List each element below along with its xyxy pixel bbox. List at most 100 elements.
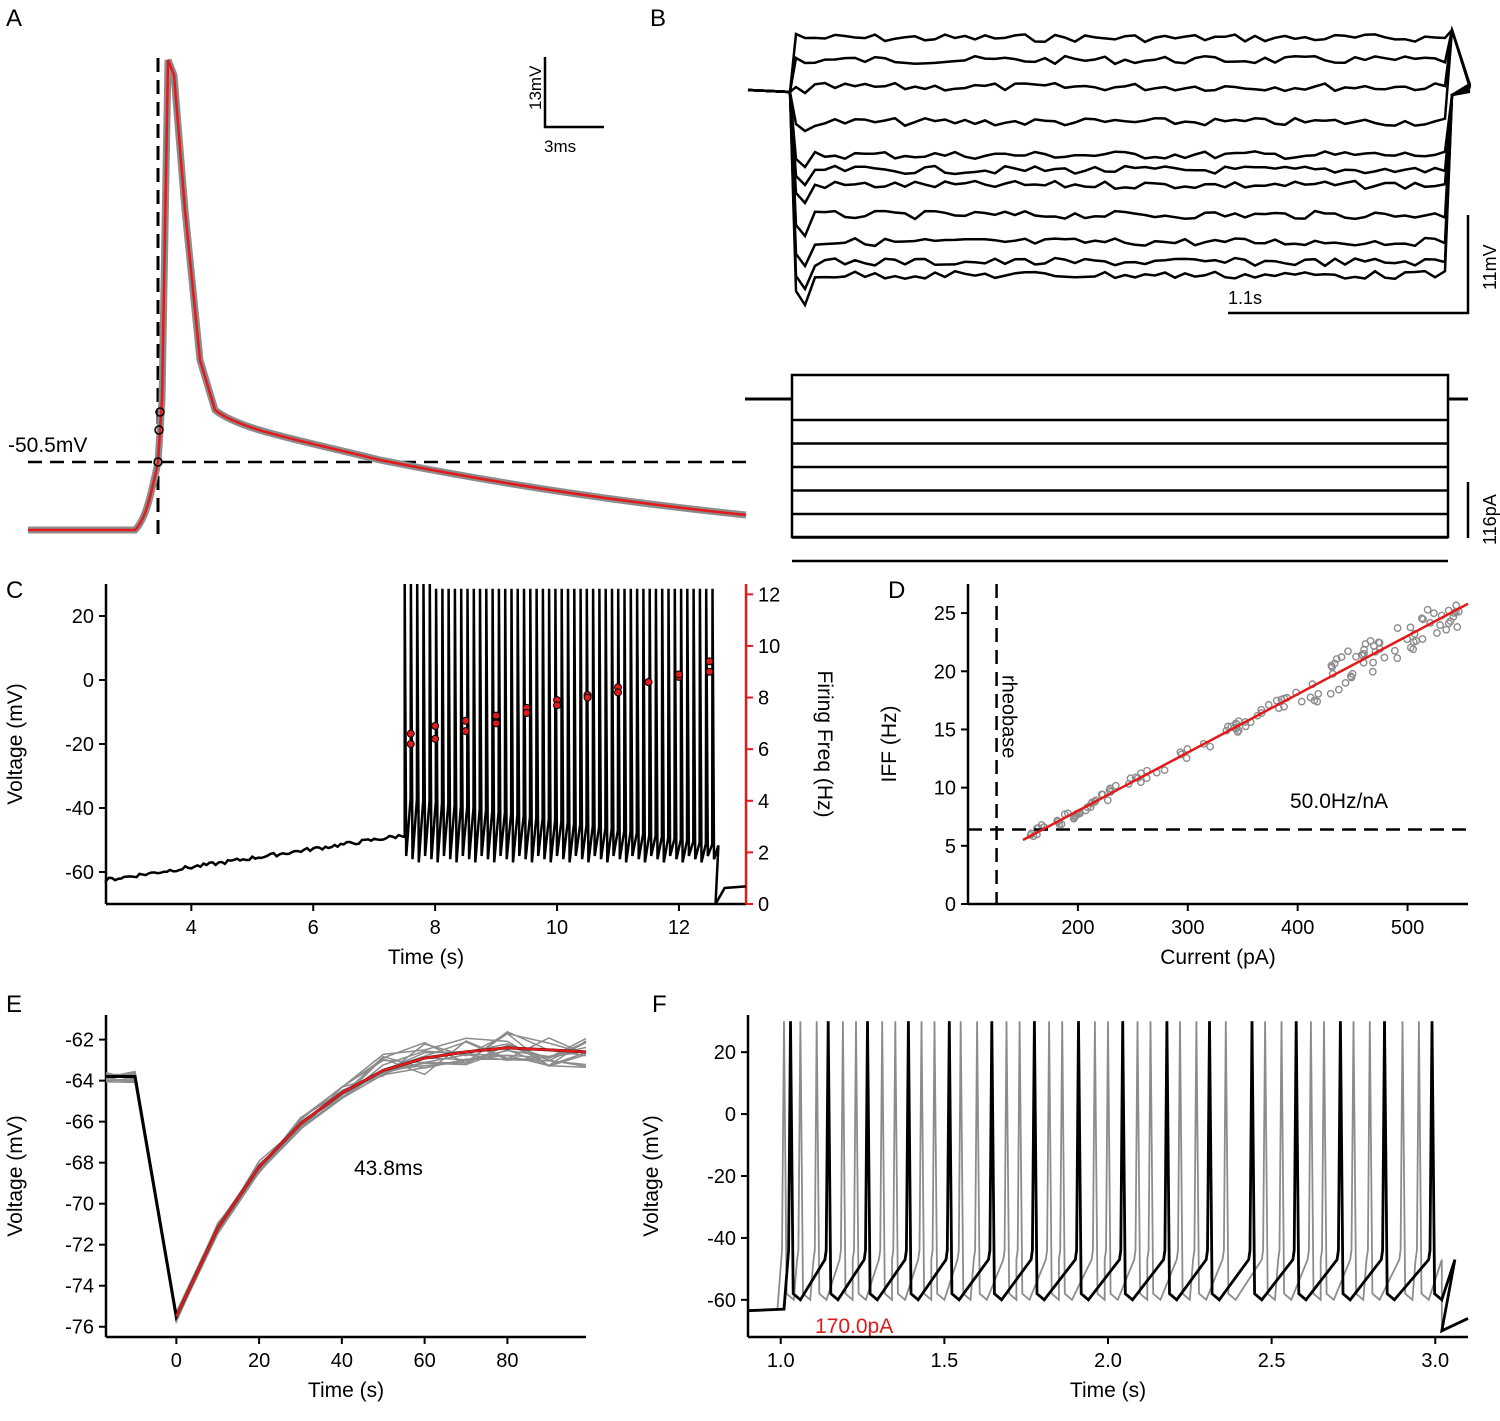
voltage-trace <box>747 86 1471 308</box>
frequency-point <box>705 657 714 666</box>
frequency-point <box>553 701 562 710</box>
exponential-fit <box>175 1046 587 1318</box>
panel-letter-f: F <box>652 991 667 1018</box>
repetition-trace <box>105 1032 587 1323</box>
y-tick-label: 20 <box>934 661 956 683</box>
x-tick-label: 200 <box>1061 917 1094 939</box>
voltage-trace <box>747 88 1471 239</box>
y-tick-label: -68 <box>65 1153 94 1175</box>
fit-label: 50.0Hz/nA <box>1290 790 1388 813</box>
frequency-point <box>522 709 531 718</box>
iff-point <box>1393 624 1402 632</box>
scalebar-b-voltage: 11mV <box>1480 244 1500 290</box>
voltage-trace <box>747 27 1472 94</box>
iff-point <box>1370 642 1378 650</box>
y-tick-label: 15 <box>934 719 956 741</box>
iff-point <box>1442 625 1451 634</box>
voltage-trace <box>747 29 1472 133</box>
iff-point <box>1313 697 1322 706</box>
rheobase-label: rheobase <box>998 675 1020 758</box>
frequency-point <box>674 670 683 679</box>
action-potential-trace <box>28 58 747 534</box>
right-tick-label: 0 <box>758 894 769 916</box>
panel-d: 200 300 400 500 0 5 10 15 20 25 Current (pA) IFF (H… <box>878 577 1469 969</box>
iff-point <box>1306 693 1315 702</box>
y-tick-label: 0 <box>725 1104 736 1126</box>
frequency-point <box>492 711 501 720</box>
x-tick-label: 80 <box>496 1350 518 1372</box>
right-tick-label: 4 <box>758 791 769 813</box>
threshold-label: -50.5mV <box>8 434 87 457</box>
iff-point <box>1453 623 1462 631</box>
iff-point <box>1433 629 1441 637</box>
y-tick-label: 0 <box>83 670 94 692</box>
y-axis-label: Voltage (mV) <box>4 1115 27 1236</box>
voltage-trace <box>747 88 1471 206</box>
iff-point <box>1199 739 1208 748</box>
y-tick-label: 0 <box>945 894 956 916</box>
repetition-trace <box>105 1040 587 1321</box>
repetition-trace <box>105 1030 587 1320</box>
x-tick-label: 1.5 <box>930 1350 958 1372</box>
iff-point <box>1368 667 1377 676</box>
panel-e: 0 20 40 60 80 -62 -64 -66 -68 -70 -72 -74 -76 Time (s… <box>4 991 587 1402</box>
y-tick-label: -72 <box>65 1235 94 1257</box>
iff-point <box>1160 766 1169 775</box>
repetition-trace <box>105 1037 587 1323</box>
iff-point <box>1087 799 1096 808</box>
iff-point <box>1429 609 1438 618</box>
frequency-point <box>461 727 470 736</box>
iff-point <box>1452 601 1461 610</box>
iff-point <box>1409 638 1418 646</box>
iff-point <box>1361 640 1370 648</box>
action-potential-fit <box>28 59 747 532</box>
gray-spike-train <box>747 1021 1469 1333</box>
frequency-point <box>583 693 592 702</box>
current-annotation: 170.0pA <box>815 1315 893 1338</box>
iff-point <box>1103 796 1112 805</box>
panel-letter: E <box>6 991 22 1018</box>
iff-point <box>1436 621 1445 629</box>
x-axis-label: Time (s) <box>388 946 464 969</box>
x-tick-label: 300 <box>1171 917 1204 939</box>
iff-point <box>1182 754 1191 763</box>
iff-point <box>1327 661 1336 670</box>
tau-label: 43.8ms <box>354 1157 423 1180</box>
scalebar-a-voltage: 13mV <box>526 65 545 110</box>
x-tick-label: 8 <box>430 917 441 939</box>
y-tick-label: -70 <box>65 1194 94 1216</box>
y-tick-label: -64 <box>65 1071 94 1093</box>
x-axis-label: Current (pA) <box>1160 946 1276 969</box>
frequency-point <box>644 678 653 687</box>
x-tick-label: 6 <box>308 917 319 939</box>
right-tick-label: 8 <box>758 688 769 710</box>
x-tick-label: 3.0 <box>1421 1350 1449 1372</box>
x-tick-label: 12 <box>668 917 690 939</box>
iff-point <box>1341 678 1350 687</box>
frequency-point <box>406 740 415 748</box>
iff-point <box>1272 696 1281 705</box>
iff-point <box>1344 647 1352 656</box>
repetition-trace <box>105 1032 587 1315</box>
y-tick-label: 25 <box>934 603 956 625</box>
voltage-traces <box>747 25 1472 308</box>
x-tick-label: 2.5 <box>1258 1350 1286 1372</box>
y-axis-label: IFF (Hz) <box>878 706 901 783</box>
panel-letter: C <box>6 577 23 604</box>
iff-point <box>1369 658 1377 667</box>
y-tick-label: 5 <box>945 836 956 858</box>
y-tick-label: -60 <box>707 1290 736 1312</box>
x-axis-label: Time (s) <box>308 1379 384 1402</box>
panel-a: A -50.5mV 13mV 3ms <box>6 5 747 535</box>
frequency-point <box>461 716 470 725</box>
iff-point <box>1253 711 1262 720</box>
scalebar-b <box>1228 215 1470 315</box>
voltage-trace <box>747 88 1471 269</box>
right-tick-label: 2 <box>758 842 769 864</box>
y-tick-label: -66 <box>65 1112 94 1134</box>
voltage-trace <box>747 29 1472 95</box>
scalebar-b-time: 1.1s <box>1228 288 1262 308</box>
y-tick-label: 10 <box>934 778 956 800</box>
iff-point <box>1380 653 1389 662</box>
